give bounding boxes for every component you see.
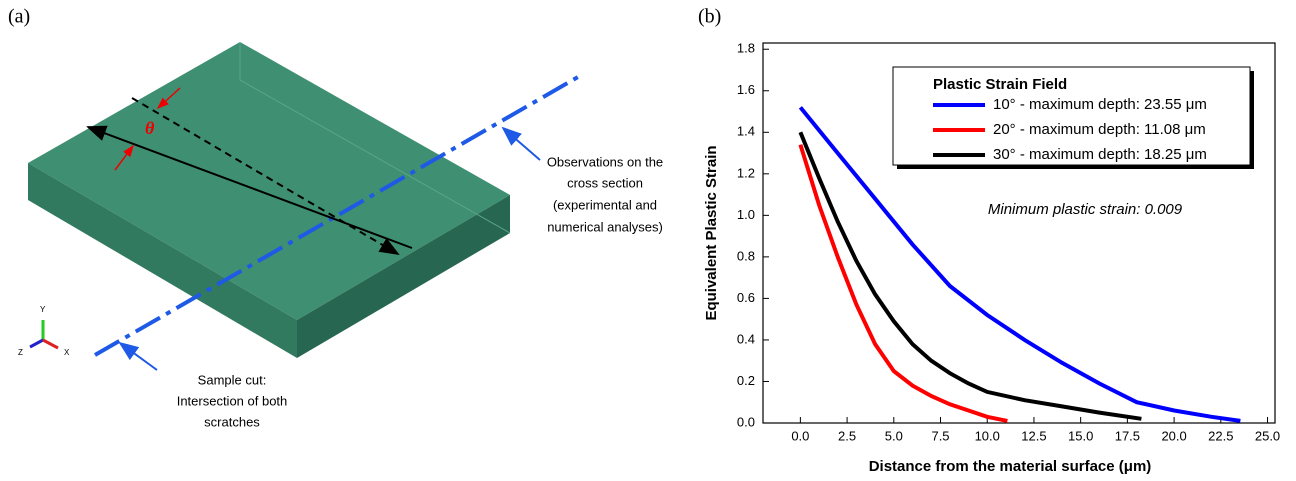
note-line: Intersection of both [177, 393, 288, 408]
scratch-dashed [131, 97, 400, 256]
note-line: Sample cut: [198, 372, 267, 387]
panel-label: (b) [698, 6, 721, 28]
note-line: Observations on the [547, 154, 663, 169]
y-tick-label: 0.2 [737, 373, 755, 388]
angle-label: θ [145, 118, 155, 138]
y-tick-label: 1.4 [737, 124, 755, 139]
annotation: Minimum plastic strain: 0.009 [988, 201, 1183, 218]
x-tick-label: 2.5 [838, 428, 856, 443]
x-tick-label: 0.0 [791, 428, 809, 443]
x-tick-label: 7.5 [931, 428, 949, 443]
angle-arrow [114, 144, 134, 171]
axis-letter: Z [18, 348, 23, 357]
y-tick-label: 0.6 [737, 290, 755, 305]
axis-letter: Y [40, 305, 46, 314]
legend-title: Plastic Strain Field [933, 76, 1067, 93]
axis-triad: Y Z X [18, 305, 70, 357]
x-tick-label: 12.5 [1021, 428, 1046, 443]
cut-note: Sample cut: Intersection of both scratch… [177, 372, 288, 429]
axis-letter: X [64, 348, 70, 357]
y-tick-label: 0.4 [737, 331, 755, 346]
plot-frame [762, 42, 1276, 424]
legend-box [892, 66, 1251, 166]
panel-a: (a) θ Observations on the cross section … [8, 6, 663, 430]
note-line: cross section [567, 175, 643, 190]
x-tick-label: 5.0 [885, 428, 903, 443]
slab-right [297, 195, 510, 358]
x-tick-label: 25.0 [1255, 428, 1280, 443]
x-tick-label: 20.0 [1161, 428, 1186, 443]
legend-label: 20° - maximum depth: 11.08 μm [993, 121, 1206, 138]
slab-left [28, 163, 297, 358]
panel-b: (b) Minimum plastic strain: 0.009 Distan… [698, 6, 1280, 475]
pointer-arrow [118, 341, 158, 371]
line-series [798, 106, 1241, 423]
y-tick-label: 1.6 [737, 82, 755, 97]
line-series [798, 131, 1142, 421]
y-tick-label: 0.8 [737, 248, 755, 263]
x-tick-label: 15.0 [1068, 428, 1093, 443]
panel-label: (a) [8, 6, 30, 28]
y-tick-label: 0.0 [737, 414, 755, 429]
slab-top [28, 42, 510, 320]
note-line: (experimental and [553, 197, 657, 212]
x-tick-label: 22.5 [1208, 428, 1233, 443]
note-line: scratches [204, 414, 260, 429]
note-line: numerical analyses) [547, 219, 663, 234]
legend-label: 30° - maximum depth: 18.25 μm [993, 146, 1207, 163]
x-axis-label: Distance from the material surface (μm) [869, 458, 1152, 475]
line-series [798, 144, 1008, 423]
angle-arrow [156, 87, 181, 110]
x-tick-label: 17.5 [1115, 428, 1140, 443]
pointer-arrow [501, 126, 541, 161]
y-tick-label: 1.8 [737, 41, 755, 56]
observation-note: Observations on the cross section (exper… [547, 154, 663, 234]
y-axis-label: Equivalent Plastic Strain [703, 145, 720, 320]
slab-edge [239, 42, 511, 234]
y-tick-label: 1.0 [737, 207, 755, 222]
x-tick-label: 10.0 [975, 428, 1000, 443]
scratch-solid [86, 125, 413, 249]
y-tick-label: 1.2 [737, 165, 755, 180]
legend-label: 10° - maximum depth: 23.55 μm [993, 96, 1207, 113]
